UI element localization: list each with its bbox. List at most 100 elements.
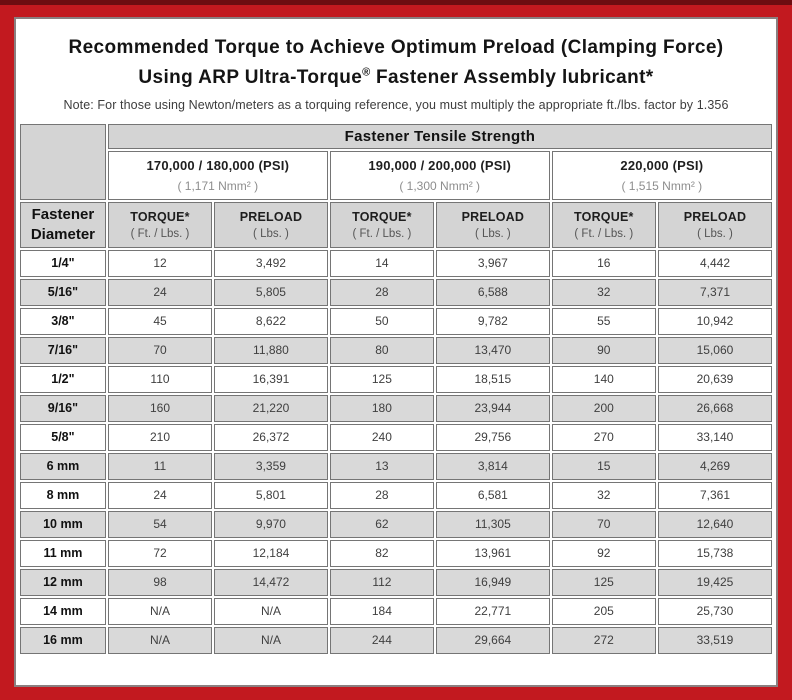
value-cell: 16,391 [214,365,328,393]
column-unit: ( Lbs. ) [697,227,733,240]
value-cell: 12,640 [657,510,772,538]
value-cell: N/A [107,597,213,625]
value-cell: 62 [329,510,435,538]
value-cell: 33,140 [657,423,772,451]
value-cell: 55 [551,307,656,335]
value-cell: 24 [107,481,213,509]
value-cell: 12,184 [214,539,328,567]
value-cell: 18,515 [436,365,550,393]
value-cell: 45 [107,307,213,335]
tensile-strength-row: Fastener Tensile Strength [20,123,772,200]
value-cell: 15 [551,452,656,480]
value-cell: 70 [107,336,213,364]
value-cell: 3,359 [214,452,328,480]
value-cell: 16,949 [436,568,550,596]
frame-top-strip [0,0,792,5]
value-cell: 98 [107,568,213,596]
value-cell: 272 [551,626,656,654]
psi-group-header: 190,000 / 200,000 (PSI) ( 1,300 Nmm² ) [329,150,550,200]
diameter-cell: 16 mm [20,626,106,654]
value-cell: 32 [551,481,656,509]
value-cell: 6,581 [436,481,550,509]
fastener-diameter-header: Fastener Diameter [20,201,106,248]
column-unit: ( Lbs. ) [474,227,511,240]
diameter-cell: 5/16" [20,278,106,306]
table-row: 1/2" 110 16,391 125 18,515 140 20,639 [20,365,772,393]
column-label: TORQUE* [352,209,412,224]
diameter-cell: 1/2" [20,365,106,393]
diameter-cell: 8 mm [20,481,106,509]
value-cell: 90 [551,336,656,364]
value-cell: 5,805 [214,278,328,306]
diameter-cell: 7/16" [20,336,106,364]
value-cell: 11,880 [214,336,328,364]
value-cell: 33,519 [657,626,772,654]
column-unit: ( Ft. / Lbs. ) [130,227,190,240]
table-row: 5/8" 210 26,372 240 29,756 270 33,140 [20,423,772,451]
diameter-cell: 14 mm [20,597,106,625]
value-cell: N/A [214,597,328,625]
value-cell: N/A [214,626,328,654]
value-cell: 240 [329,423,435,451]
diameter-cell: 10 mm [20,510,106,538]
conversion-note: Note: For those using Newton/meters as a… [63,97,729,112]
value-cell: 7,371 [657,278,772,306]
value-cell: 15,060 [657,336,772,364]
value-cell: 13,470 [436,336,550,364]
value-cell: 244 [329,626,435,654]
column-header-row: Fastener Diameter TORQUE* ( Ft. / Lbs. ) P… [20,201,772,248]
value-cell: 8,622 [214,307,328,335]
value-cell: 184 [329,597,435,625]
column-label: PRELOAD [239,209,303,224]
value-cell: 210 [107,423,213,451]
value-cell: 54 [107,510,213,538]
value-cell: 125 [551,568,656,596]
preload-column-header: PRELOAD ( Lbs. ) [436,201,550,248]
table-row: 7/16" 70 11,880 80 13,470 90 15,060 [20,336,772,364]
psi-value: 220,000 (PSI) [620,157,704,173]
diameter-cell: 9/16" [20,394,106,422]
value-cell: 16 [551,249,656,277]
title-line1: Recommended Torque to Achieve Optimum Pr… [68,37,724,58]
value-cell: 23,944 [436,394,550,422]
value-cell: 14,472 [214,568,328,596]
value-cell: 4,442 [657,249,772,277]
nmm-value: ( 1,300 Nmm² ) [399,178,481,193]
diameter-cell: 11 mm [20,539,106,567]
value-cell: 200 [551,394,656,422]
value-cell: 26,372 [214,423,328,451]
value-cell: 21,220 [214,394,328,422]
value-cell: 125 [329,365,435,393]
column-label: TORQUE* [130,209,190,224]
psi-value: 170,000 / 180,000 (PSI) [146,157,290,173]
value-cell: 110 [107,365,213,393]
value-cell: N/A [107,626,213,654]
torque-column-header: TORQUE* ( Ft. / Lbs. ) [551,201,656,248]
torque-preload-table: Fastener Tensile Strength 170,000 / 180,… [18,121,774,656]
value-cell: 82 [329,539,435,567]
value-cell: 32 [551,278,656,306]
psi-value: 190,000 / 200,000 (PSI) [368,157,512,173]
content-panel: Recommended Torque to Achieve Optimum Pr… [14,17,778,687]
corner-cell [20,123,106,200]
value-cell: 29,756 [436,423,550,451]
table-row: 8 mm 24 5,801 28 6,581 32 7,361 [20,481,772,509]
value-cell: 180 [329,394,435,422]
page-title: Recommended Torque to Achieve Optimum Pr… [24,33,768,94]
psi-group-header: 220,000 (PSI) ( 1,515 Nmm² ) [551,150,772,200]
value-cell: 140 [551,365,656,393]
value-cell: 9,782 [436,307,550,335]
column-label: PRELOAD [683,209,747,224]
torque-column-header: TORQUE* ( Ft. / Lbs. ) [107,201,213,248]
title-line2: Using ARP Ultra-Torque® Fastener Assembl… [138,67,654,89]
table-row: 12 mm 98 14,472 112 16,949 125 19,425 [20,568,772,596]
value-cell: 26,668 [657,394,772,422]
registered-mark: ® [362,67,371,80]
value-cell: 72 [107,539,213,567]
column-unit: ( Ft. / Lbs. ) [352,227,412,240]
value-cell: 13,961 [436,539,550,567]
value-cell: 19,425 [657,568,772,596]
value-cell: 160 [107,394,213,422]
diameter-cell: 3/8" [20,307,106,335]
psi-row: 170,000 / 180,000 (PSI) ( 1,171 Nmm² ) 190… [20,150,772,200]
